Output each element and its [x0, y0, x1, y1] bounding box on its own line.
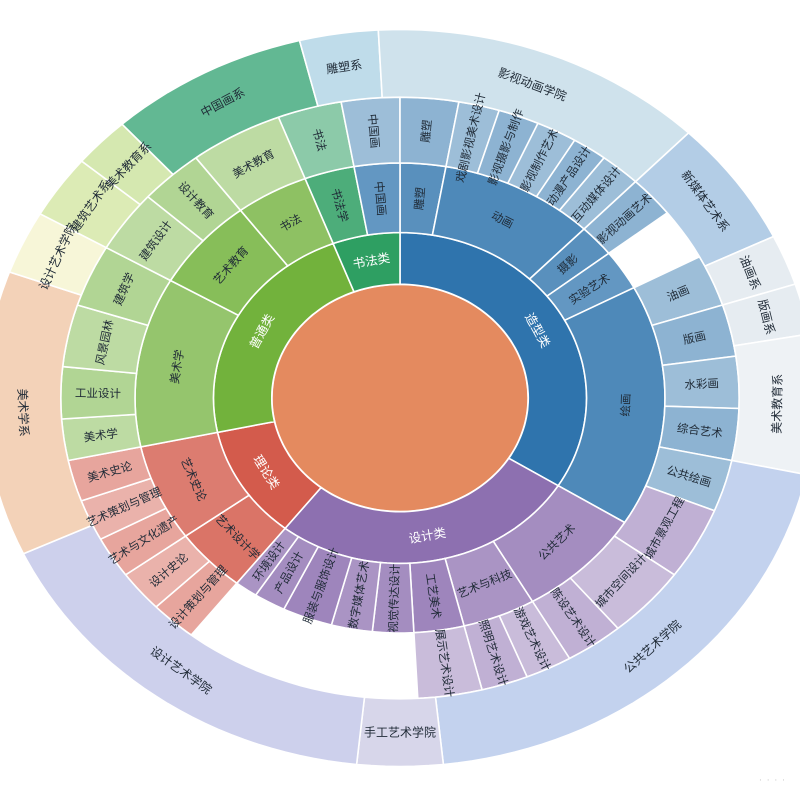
label-l2-10: 视觉传达设计 — [386, 563, 402, 633]
ring-level4 — [0, 28, 800, 768]
label-l3-0: 书法 — [309, 127, 329, 153]
label-l3-12: 综合艺术 — [676, 421, 724, 441]
label-l3-11: 水彩画 — [684, 376, 719, 392]
segment-l4-6 — [730, 334, 800, 475]
ring-level2 — [134, 162, 666, 634]
label-l3-2: 雕塑 — [418, 119, 434, 143]
label-sheji: 设计类 — [408, 525, 448, 546]
label-l3-26: 工业设计 — [75, 386, 122, 401]
label-l4-6: 美术教育系 — [769, 374, 785, 434]
label-l3-1: 中国画 — [365, 113, 382, 149]
ring-level3 — [59, 96, 741, 700]
label-l3-10: 版画 — [682, 328, 708, 347]
label-l4-10: 美术学系 — [15, 388, 32, 437]
watermark: · · · · — [758, 776, 786, 786]
label-shufa: 书法类 — [351, 250, 391, 272]
label-l2-9: 工艺美术 — [423, 572, 444, 620]
segment-l4-13 — [80, 123, 175, 206]
label-l2-6: 绘画 — [618, 393, 633, 416]
label-l4-1: 雕塑系 — [325, 56, 363, 76]
label-l2-2: 中国画 — [372, 181, 389, 217]
center-disc — [270, 283, 530, 513]
label-l3-25: 美术学 — [83, 426, 119, 445]
label-l4-8: 手工艺术学院 — [364, 725, 436, 740]
label-l2-1: 雕塑 — [412, 186, 428, 210]
center-group — [270, 283, 530, 513]
label-l2-17: 美术学 — [167, 349, 186, 385]
